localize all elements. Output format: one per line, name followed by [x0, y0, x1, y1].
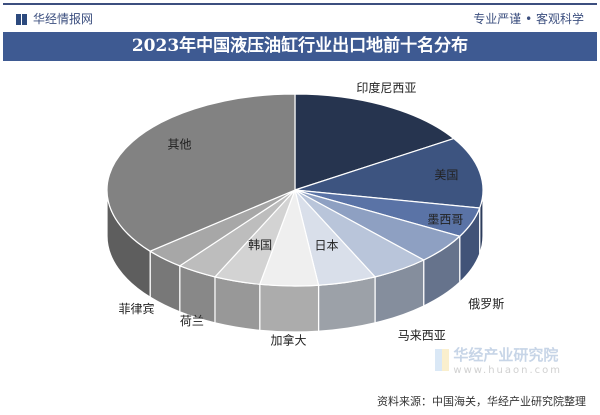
slice-label: 印度尼西亚 — [356, 80, 416, 95]
slogan: 专业严谨 • 客观科学 — [473, 12, 584, 26]
slice-label: 其他 — [168, 138, 192, 152]
chart-title: 2023年中国液压油缸行业出口地前十名分布 — [3, 32, 597, 61]
watermark-url: www.huaon.com — [453, 365, 562, 376]
slice-label: 韩国 — [248, 237, 272, 252]
pie-side-6 — [259, 283, 320, 333]
watermark: 华经产业研究院 www.huaon.com — [435, 344, 562, 376]
pie-slice — [106, 93, 296, 252]
brand-name: 华经情报网 — [33, 12, 94, 26]
brand: 华经情报网 — [16, 10, 93, 27]
slice-label: 美国 — [434, 168, 458, 182]
slice-label: 俄罗斯 — [468, 297, 504, 311]
brand-logo-icon — [16, 13, 28, 25]
pie-side-7 — [214, 276, 261, 331]
slice-label: 加拿大 — [270, 333, 306, 348]
source-note: 资料来源：中国海关，华经产业研究院整理 — [377, 395, 586, 408]
slice-label: 日本 — [314, 238, 338, 252]
slice-label: 马来西亚 — [398, 328, 446, 342]
slice-label: 荷兰 — [180, 314, 204, 328]
pie-slice — [294, 137, 484, 209]
slice-label: 墨西哥 — [427, 213, 463, 227]
pie-slice — [294, 93, 455, 191]
slice-label: 菲律宾 — [118, 301, 154, 316]
watermark-name: 华经产业研究院 — [453, 346, 559, 364]
watermark-logo-icon — [435, 349, 450, 371]
top-divider — [3, 3, 597, 5]
